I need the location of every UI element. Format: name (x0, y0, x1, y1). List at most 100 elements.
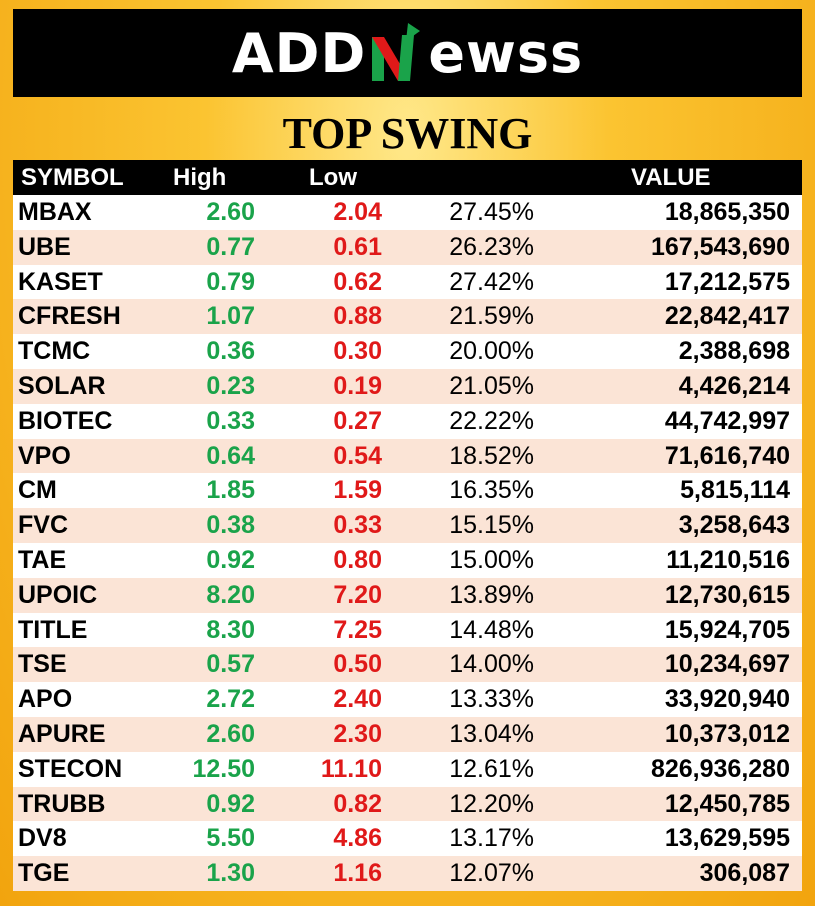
cell-value: 12,450,785 (664, 789, 790, 818)
cell-symbol: APURE (18, 719, 106, 748)
cell-value: 167,543,690 (650, 232, 790, 261)
table-row: APURE 2.60 2.30 13.04% 10,373,012 (13, 716, 802, 752)
cell-value: 5,815,114 (680, 476, 790, 505)
header-value: VALUE (631, 164, 711, 191)
cell-high: 2.60 (206, 719, 255, 748)
table-body: MBAX 2.60 2.04 27.45% 18,865,350 UBE 0.77 0.61 2… (13, 195, 802, 891)
cell-symbol: TITLE (18, 615, 88, 644)
table-row: STECON 12.50 11.10 12.61% 826,936,280 (13, 751, 802, 787)
cell-low: 2.30 (333, 719, 382, 748)
table-header: SYMBOL High Low VALUE (13, 160, 802, 195)
cell-symbol: VPO (18, 441, 71, 470)
cell-percent: 13.33% (449, 685, 534, 714)
cell-symbol: TAE (18, 545, 67, 574)
cell-percent: 13.04% (449, 719, 534, 748)
cell-symbol: UBE (18, 232, 71, 261)
cell-value: 22,842,417 (664, 302, 790, 331)
cell-low: 1.59 (333, 476, 382, 505)
cell-symbol: CFRESH (18, 302, 121, 331)
cell-low: 0.33 (333, 511, 382, 540)
cell-symbol: APO (18, 685, 73, 714)
cell-low: 0.88 (333, 302, 382, 331)
cell-high: 0.92 (206, 789, 255, 818)
cell-percent: 21.05% (449, 371, 534, 400)
logo-text-right: ewss (428, 21, 584, 85)
table-row: UPOIC 8.20 7.20 13.89% 12,730,615 (13, 577, 802, 613)
cell-high: 1.85 (206, 476, 255, 505)
cell-percent: 12.20% (449, 789, 534, 818)
cell-symbol: MBAX (18, 198, 92, 226)
brand-logo: ADD ewss (232, 9, 583, 97)
table-row: BIOTEC 0.33 0.27 22.22% 44,742,997 (13, 403, 802, 439)
cell-value: 11,210,516 (666, 545, 790, 574)
cell-symbol: KASET (18, 267, 103, 296)
cell-value: 13,629,595 (664, 824, 790, 853)
swing-table: SYMBOL High Low VALUE MBAX 2.60 2.04 27.45%… (13, 160, 802, 891)
cell-low: 0.62 (333, 267, 382, 296)
cell-value: 33,920,940 (664, 685, 790, 714)
cell-percent: 14.48% (449, 615, 534, 644)
cell-high: 1.30 (206, 859, 255, 888)
cell-value: 44,742,997 (664, 406, 790, 435)
cell-high: 8.30 (206, 615, 255, 644)
cell-low: 0.19 (333, 371, 382, 400)
cell-symbol: SOLAR (18, 371, 106, 400)
cell-high: 0.57 (206, 650, 255, 679)
cell-high: 0.23 (206, 371, 255, 400)
cell-value: 306,087 (699, 859, 790, 888)
cell-low: 0.61 (333, 232, 382, 261)
cell-high: 0.36 (206, 337, 255, 366)
cell-percent: 13.89% (449, 580, 534, 609)
table-row: UBE 0.77 0.61 26.23% 167,543,690 (13, 229, 802, 265)
cell-percent: 21.59% (449, 302, 534, 331)
table-row: TCMC 0.36 0.30 20.00% 2,388,698 (13, 334, 802, 369)
cell-low: 0.30 (333, 337, 382, 366)
cell-high: 5.50 (206, 824, 255, 853)
cell-value: 2,388,698 (678, 337, 790, 366)
cell-low: 7.25 (333, 615, 382, 644)
cell-percent: 14.00% (449, 650, 534, 679)
table-row: TAE 0.92 0.80 15.00% 11,210,516 (13, 542, 802, 578)
cell-low: 2.40 (333, 685, 382, 714)
header-symbol: SYMBOL (21, 164, 124, 191)
cell-low: 7.20 (333, 580, 382, 609)
cell-value: 17,212,575 (664, 267, 790, 296)
cell-value: 4,426,214 (678, 371, 790, 400)
table-row: FVC 0.38 0.33 15.15% 3,258,643 (13, 508, 802, 543)
cell-value: 3,258,643 (678, 511, 790, 540)
cell-symbol: TGE (18, 859, 70, 888)
cell-low: 1.16 (333, 859, 382, 888)
header-high: High (173, 164, 227, 191)
table-row: VPO 0.64 0.54 18.52% 71,616,740 (13, 438, 802, 474)
cell-value: 71,616,740 (664, 441, 790, 470)
cell-low: 0.80 (333, 545, 382, 574)
cell-value: 826,936,280 (650, 754, 790, 783)
cell-high: 0.64 (206, 441, 255, 470)
table-row: MBAX 2.60 2.04 27.45% 18,865,350 (13, 195, 802, 230)
logo-text-left: ADD (231, 21, 367, 85)
cell-percent: 26.23% (449, 232, 534, 261)
cell-low: 0.54 (333, 441, 382, 470)
cell-percent: 20.00% (449, 337, 534, 366)
cell-high: 2.72 (206, 685, 255, 714)
cell-symbol: UPOIC (18, 580, 98, 609)
cell-value: 10,234,697 (664, 650, 790, 679)
n-arrow-logo-icon (372, 23, 421, 81)
cell-low: 11.10 (320, 754, 382, 783)
table-row: TRUBB 0.92 0.82 12.20% 12,450,785 (13, 786, 802, 822)
cell-low: 0.50 (333, 650, 382, 679)
cell-percent: 15.00% (449, 545, 534, 574)
cell-symbol: STECON (18, 754, 123, 783)
cell-percent: 15.15% (449, 511, 534, 540)
cell-high: 1.07 (206, 302, 255, 331)
cell-symbol: TRUBB (18, 789, 106, 818)
cell-symbol: TSE (18, 650, 67, 679)
table-row: SOLAR 0.23 0.19 21.05% 4,426,214 (13, 368, 802, 404)
cell-percent: 27.45% (449, 198, 534, 226)
cell-value: 10,373,012 (664, 719, 790, 748)
cell-high: 2.60 (206, 198, 255, 226)
cell-high: 0.77 (206, 232, 255, 261)
cell-symbol: CM (18, 476, 57, 505)
cell-low: 0.27 (333, 406, 382, 435)
table-row: CM 1.85 1.59 16.35% 5,815,114 (13, 473, 802, 509)
